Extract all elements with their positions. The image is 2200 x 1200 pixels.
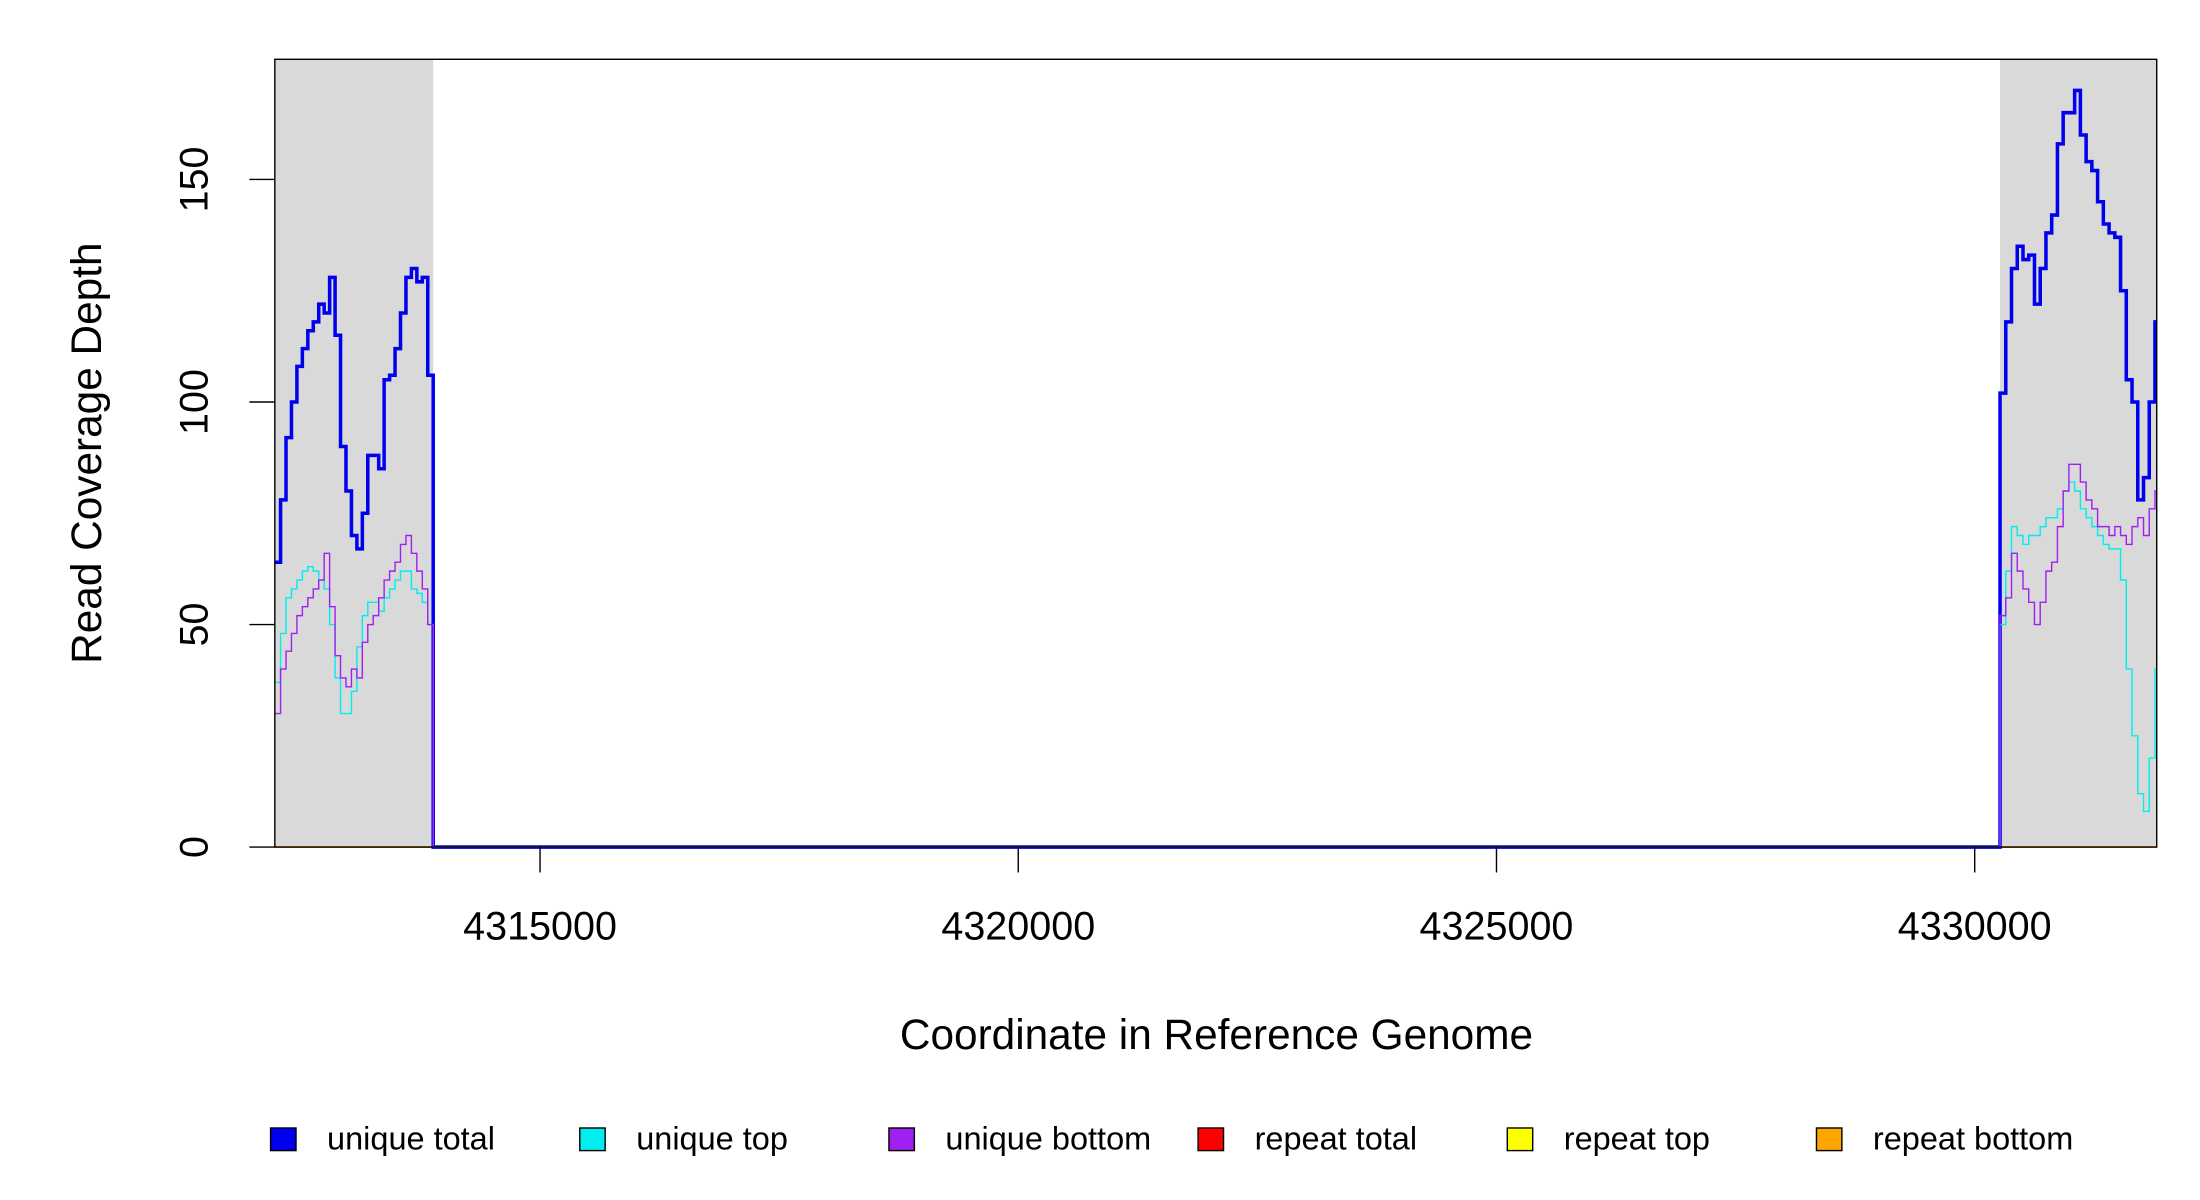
x-axis-title: Coordinate in Reference Genome [900,1011,1533,1058]
legend-swatch [1815,1127,1843,1152]
legend-label: unique top [636,1120,788,1156]
y-tick-label: 50 [173,603,217,647]
series-line [275,463,2157,848]
legend-swatch [1197,1127,1225,1152]
x-tick-label: 4315000 [463,904,617,948]
y-tick-label: 0 [173,836,217,858]
y-tick-label: 100 [173,369,217,435]
x-tick-label: 4325000 [1420,904,1574,948]
shaded-region [274,59,434,848]
series-layer [275,88,2157,849]
legend-swatch [579,1127,606,1152]
legend-label: unique bottom [945,1120,1151,1156]
legend-label: unique total [327,1120,495,1156]
legend-label: repeat top [1564,1120,1710,1156]
plot-frame [274,58,2158,848]
series-line [275,88,2157,849]
series-line [275,481,2157,848]
x-tick-label: 4330000 [1898,904,2052,948]
legend: unique total unique top unique bottom repea… [269,1120,2073,1156]
legend-label: repeat total [1255,1120,1417,1156]
legend-swatch [269,1127,297,1152]
legend-label: repeat bottom [1873,1120,2073,1156]
axes-layer: 0 50 100 150 4315000 4320000 4325000 4330000 [173,146,2052,948]
x-tick-label: 4320000 [941,904,1095,948]
y-tick-label: 150 [173,146,217,212]
shaded-layer [274,59,2157,848]
shaded-region [2000,59,2157,848]
y-axis-title: Read Coverage Depth [63,242,110,663]
legend-swatch [1506,1127,1534,1152]
legend-swatch [888,1127,916,1152]
